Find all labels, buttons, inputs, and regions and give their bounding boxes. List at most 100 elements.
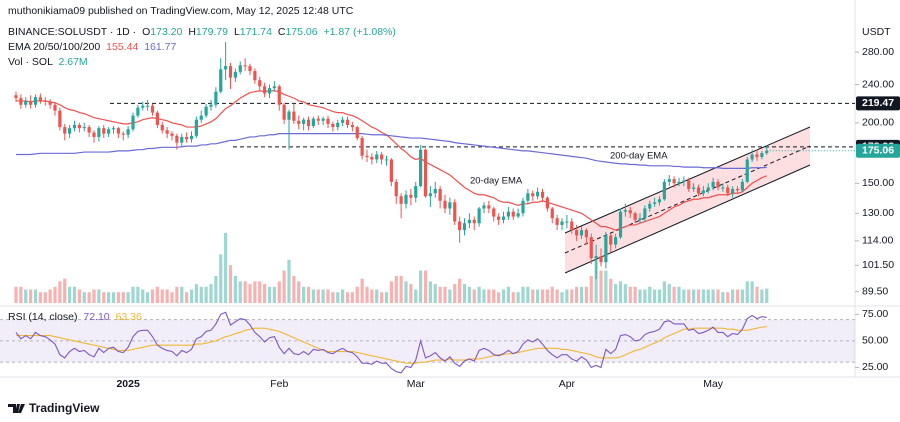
candle-body	[204, 106, 208, 116]
candle-body	[29, 100, 33, 105]
volume-bar	[175, 286, 179, 303]
candle-body	[199, 115, 203, 120]
candle-body	[433, 188, 437, 194]
candle-body	[253, 71, 257, 81]
volume-bar	[121, 292, 125, 303]
volume-bar	[701, 289, 705, 303]
volume-bar	[209, 284, 213, 303]
candle-body	[667, 179, 671, 182]
candle-body	[419, 149, 423, 187]
candle-body	[506, 211, 510, 217]
candle-body	[526, 193, 530, 201]
candle-body	[375, 154, 379, 160]
candle-body	[735, 188, 740, 191]
volume-bar	[458, 278, 462, 303]
volume-bar	[350, 292, 354, 303]
candle-body	[565, 221, 569, 223]
volume-bar	[497, 292, 501, 303]
volume-bar	[438, 286, 442, 303]
volume-bar	[755, 286, 759, 303]
volume-bar	[618, 281, 623, 303]
y-tick-label: 130.00	[862, 207, 894, 219]
rsi-label: RSI (14, close)	[8, 311, 77, 323]
candle-body	[579, 230, 584, 236]
candle-body	[68, 128, 72, 134]
volume-bar	[653, 289, 657, 303]
candle-body	[570, 221, 574, 231]
candle-body	[136, 107, 140, 116]
candle-body	[389, 159, 393, 182]
candle-body	[721, 187, 725, 189]
volume-bar	[555, 289, 559, 303]
volume-bar	[589, 276, 593, 303]
volume-bar	[97, 289, 101, 303]
volume-bar	[136, 286, 140, 303]
candle-body	[175, 135, 179, 143]
candle-body	[511, 211, 515, 217]
candle-body	[33, 97, 38, 105]
candle-body	[575, 230, 579, 236]
volume-bar	[536, 289, 540, 303]
candle-body	[267, 88, 272, 94]
volume-bar	[633, 286, 637, 303]
candle-body	[614, 237, 618, 245]
volume-bar	[638, 289, 642, 303]
candle-body	[87, 127, 91, 133]
candle-body	[706, 187, 710, 191]
volume-bar	[726, 292, 730, 303]
candle-body	[258, 80, 262, 87]
volume-bar	[419, 270, 423, 303]
volume-bar	[214, 276, 218, 303]
candle-body	[540, 191, 545, 198]
ohlc-value: 173.20	[150, 26, 182, 38]
candle-body	[731, 188, 735, 194]
candle-body	[292, 111, 296, 121]
candle-body	[745, 159, 749, 182]
volume-bar	[253, 281, 257, 303]
volume-bar	[302, 286, 306, 303]
candle-body	[185, 136, 189, 140]
volume-bar	[462, 284, 467, 303]
volume-bar	[501, 289, 506, 303]
candle-body	[141, 105, 145, 108]
publisher: muthonikiama09 published on TradingView.…	[8, 5, 354, 17]
volume-bar	[219, 254, 223, 303]
volume-bar	[472, 289, 476, 303]
volume-bar	[516, 292, 520, 303]
candle-body	[545, 197, 549, 209]
candle-body	[272, 86, 276, 89]
candle-body	[750, 154, 754, 160]
candle-body	[477, 208, 481, 224]
candle-body	[482, 205, 486, 209]
brand-logo	[8, 404, 25, 413]
candle-body	[102, 128, 106, 134]
candle-body	[521, 200, 525, 214]
candle-body	[633, 213, 637, 220]
volume-bar	[150, 289, 155, 303]
candle-body	[38, 97, 42, 101]
volume-bar	[165, 289, 169, 303]
volume-bar	[160, 289, 164, 303]
volume-bar	[443, 286, 447, 303]
candle-body	[24, 100, 28, 105]
volume-bar	[287, 259, 291, 303]
candle-body	[331, 123, 335, 128]
candle-body	[14, 95, 18, 99]
candle-body	[462, 223, 467, 231]
volume-bar	[550, 286, 554, 303]
ohlc-key: L	[234, 26, 240, 38]
rsi-tick-label: 50.00	[862, 335, 888, 347]
candle-body	[672, 179, 676, 184]
volume-bar	[467, 286, 471, 303]
volume-bar	[297, 281, 301, 303]
volume-bar	[238, 281, 242, 303]
volume-bar	[492, 289, 496, 303]
candle-body	[604, 235, 608, 263]
candle-body	[58, 110, 62, 128]
volume-bar	[68, 286, 72, 303]
volume-bar	[526, 286, 530, 303]
candle-body	[77, 124, 81, 129]
volume-bar	[107, 292, 111, 303]
candle-body	[677, 181, 681, 184]
volume-bar	[614, 284, 618, 303]
